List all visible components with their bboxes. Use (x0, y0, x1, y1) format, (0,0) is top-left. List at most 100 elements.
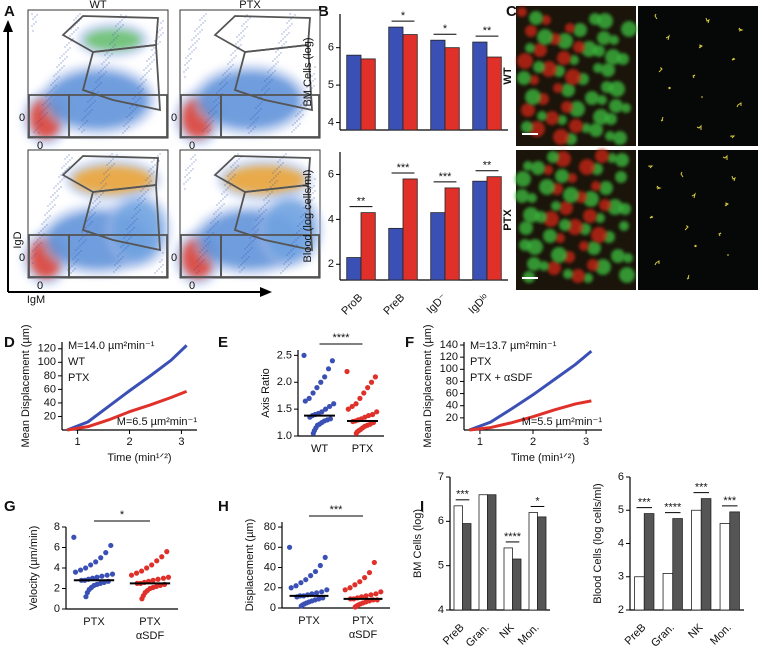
flow-event (252, 228, 254, 230)
flow-event (120, 26, 122, 28)
flow-event (248, 256, 250, 258)
flow-event (193, 161, 195, 163)
flow-event (131, 105, 133, 107)
flow-event (203, 247, 205, 249)
flow-event (308, 84, 310, 86)
flow-event (226, 70, 228, 72)
dot (83, 594, 89, 600)
cell (601, 63, 615, 77)
flow-event (313, 185, 315, 187)
microscopy-image (516, 6, 637, 146)
y-tick-label: 6 (328, 42, 334, 54)
flow-event (64, 158, 66, 160)
flow-event (283, 31, 285, 33)
flow-event (145, 191, 147, 193)
significance-label: **** (332, 332, 350, 344)
cell (567, 219, 583, 235)
dot (165, 574, 172, 580)
flow-gate (220, 234, 320, 278)
flow-event (256, 224, 258, 226)
flow-event (145, 179, 147, 181)
flow-event (310, 206, 312, 208)
flow-event (190, 170, 192, 172)
dot (154, 558, 160, 564)
significance-label: *** (638, 496, 652, 508)
flow-event (90, 216, 92, 218)
flow-event (241, 269, 243, 271)
flow-event (213, 101, 215, 103)
dot (331, 401, 337, 407)
flow-event (137, 87, 139, 89)
flow-event (300, 228, 302, 230)
flow-event (289, 13, 291, 15)
flow-event (54, 192, 56, 194)
flow-event (137, 199, 139, 201)
flow-event (40, 242, 42, 244)
flow-event (221, 193, 223, 195)
bar (503, 547, 513, 611)
flow-event (250, 130, 252, 132)
flow-event (199, 263, 201, 265)
flow-event (117, 255, 119, 257)
flow-event (122, 256, 124, 258)
dot (310, 390, 316, 396)
flow-event (214, 106, 216, 108)
cell (607, 153, 617, 163)
flow-event (246, 14, 248, 16)
flow-event (303, 207, 305, 209)
bar (662, 573, 674, 611)
y-axis-label: Blood Cells (log cells/ml) (592, 483, 604, 603)
significance-label: ** (483, 160, 492, 172)
flow-event (79, 13, 81, 15)
flow-event (126, 128, 128, 130)
flow-event (66, 44, 68, 46)
flow-event (127, 121, 129, 123)
flow-event (243, 267, 245, 269)
cell (555, 233, 565, 243)
flow-event (222, 198, 224, 200)
cell (539, 261, 549, 271)
flow-event (65, 163, 67, 165)
flow-event (215, 99, 217, 101)
flow-event (148, 170, 150, 172)
significance-label: * (401, 10, 406, 22)
flow-event (263, 199, 265, 201)
flow-event (148, 70, 150, 72)
flow-event (262, 218, 264, 220)
flow-event (252, 116, 254, 118)
flow-event (275, 51, 277, 53)
flow-event (88, 106, 90, 108)
significance-label: * (443, 23, 448, 35)
flow-event (104, 54, 106, 56)
microscopy-image (638, 6, 758, 146)
x-tick-sublabel: αSDF (349, 629, 378, 641)
flow-event (34, 16, 36, 18)
flow-event (293, 241, 295, 243)
flow-event (295, 239, 297, 241)
flow-event (35, 241, 37, 243)
flow-event (81, 131, 83, 133)
bar (444, 47, 460, 131)
flow-event (147, 177, 149, 179)
flow-event (232, 164, 234, 166)
flow-event (274, 182, 276, 184)
flow-event (101, 75, 103, 77)
flow-event (78, 240, 80, 242)
flow-gate (81, 44, 161, 112)
flow-event (89, 223, 91, 225)
y-tick-label: 6 (328, 168, 334, 180)
flow-event (111, 153, 113, 155)
flow-event (217, 221, 219, 223)
flow-event (80, 126, 82, 128)
flow-event (68, 154, 70, 156)
flow-event (189, 165, 191, 167)
flow-event (68, 42, 70, 44)
panel-label: H (218, 498, 229, 515)
flow-event (246, 258, 248, 260)
flow-event (206, 126, 208, 128)
flow-event (126, 116, 128, 118)
flow-event (46, 112, 48, 114)
flow-event (291, 131, 293, 133)
flow-event (38, 232, 40, 234)
flow-zero: 0 (189, 140, 195, 152)
